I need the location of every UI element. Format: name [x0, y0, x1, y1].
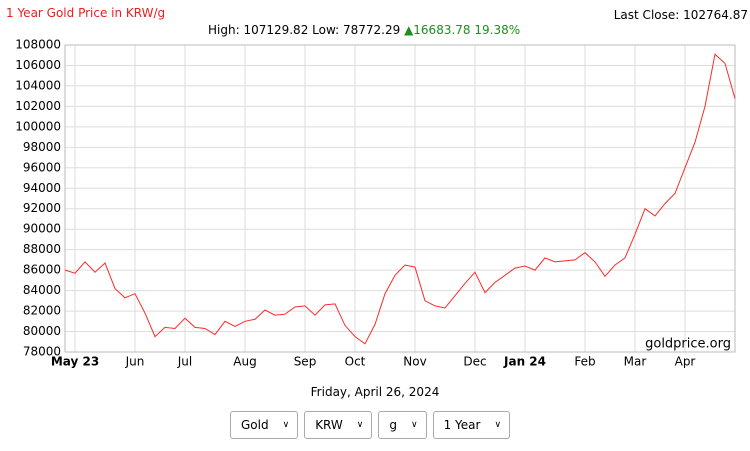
y-tick-label: 88000 [23, 242, 61, 256]
x-tick-label: Feb [574, 355, 595, 369]
dropdown[interactable]: KRW ∨ [304, 411, 373, 439]
change: ▲16683.78 19.38% [404, 23, 521, 37]
y-tick-label: 96000 [23, 160, 61, 174]
y-tick-label: 78000 [23, 345, 61, 359]
dropdown-value: g [389, 418, 397, 432]
x-tick-label: Aug [233, 355, 256, 369]
dropdown-arrow: ∨ [356, 420, 364, 430]
x-tick-label: Jul [177, 355, 192, 369]
dropdown[interactable]: 1 Year ∨ [432, 411, 511, 439]
dropdown-arrow: ∨ [282, 420, 290, 430]
summary: High: 107129.82 Low: 78772.29 ▲16683.78 … [208, 23, 520, 37]
dropdown-value: KRW [315, 418, 343, 432]
y-tick-label: 104000 [15, 78, 61, 92]
y-tick-label: 86000 [23, 263, 61, 277]
dropdown-arrow: ∨ [494, 420, 502, 430]
dropdown-value: Gold [241, 418, 269, 432]
y-tick-label: 106000 [15, 58, 61, 72]
y-tick-label: 100000 [15, 119, 61, 133]
dropdown-arrow: ∨ [411, 420, 418, 430]
x-tick-label: Jun [125, 355, 145, 369]
x-tick-label: Dec [463, 355, 486, 369]
grid [65, 44, 735, 353]
y-tick-label: 84000 [23, 283, 61, 297]
y-tick-label: 80000 [23, 324, 61, 338]
y-tick-label: 94000 [23, 181, 61, 195]
high-low: High: 107129.82 Low: 78772.29 [208, 23, 401, 37]
x-tick-label: Mar [624, 355, 647, 369]
date: Friday, April 26, 2024 [310, 385, 440, 399]
dropdown-value: 1 Year [443, 418, 481, 432]
source: goldprice.org [645, 337, 731, 352]
dropdown[interactable]: Gold ∨ [230, 411, 299, 439]
chart: goldprice.org 78000 80000 82000 84000 86000 8… [15, 38, 736, 369]
y-tick-label: 108000 [15, 38, 61, 52]
y-tick-label: 90000 [23, 222, 61, 236]
price-line [64, 53, 736, 345]
x-tick-label: Nov [403, 355, 426, 369]
controls: Gold ∨ KRW ∨ g ∨ 1 Year ∨ [230, 411, 511, 439]
x-tick-label: Sep [294, 355, 317, 369]
y-tick-label: 98000 [23, 140, 61, 154]
x-tick-label: May 23 [51, 355, 99, 369]
dropdown[interactable]: g ∨ [378, 411, 427, 439]
y-tick-label: 92000 [23, 201, 61, 215]
x-tick-label: Apr [675, 355, 696, 369]
last-close: Last Close: 102764.87 [613, 8, 748, 22]
x-tick-label: Jan 24 [503, 355, 546, 369]
y-tick-label: 82000 [23, 304, 61, 318]
title: 1 Year Gold Price in KRW/g [6, 6, 166, 20]
x-tick-label: Oct [345, 355, 366, 369]
plot-border [64, 44, 736, 353]
y-tick-label: 102000 [15, 99, 61, 113]
